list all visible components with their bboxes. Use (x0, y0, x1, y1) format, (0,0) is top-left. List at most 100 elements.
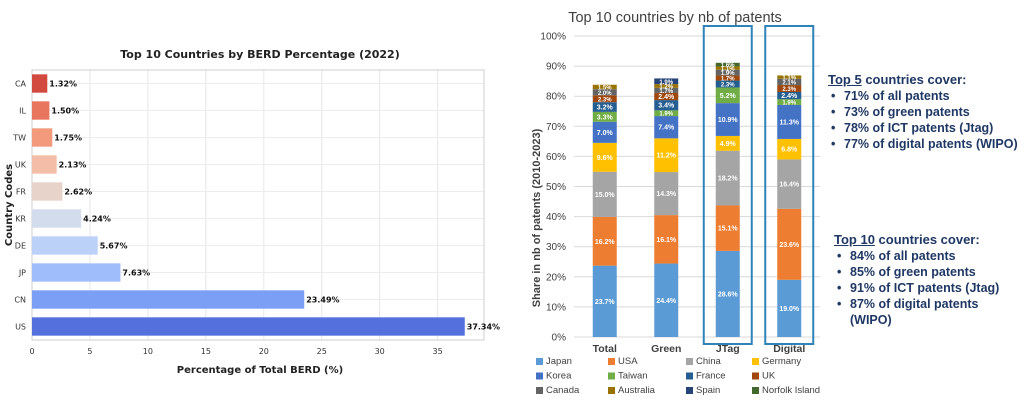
patents-data-labels: 23.7%16.2%15.0%9.6%7.0%3.3%3.2%2.3%2.0%1… (595, 63, 800, 313)
berd-bar (32, 74, 48, 93)
berd-category-label: IL (19, 107, 26, 116)
berd-category-label: US (15, 323, 26, 332)
patents-legend-swatch (536, 372, 543, 380)
patents-highlight-box (764, 25, 815, 345)
patents-data-label: 3.3% (597, 114, 614, 121)
patents-bars (592, 62, 802, 337)
top10-item: 87% of digital patents (WIPO) (834, 296, 1022, 328)
berd-x-tick-label: 15 (201, 347, 211, 356)
top5-header-prefix: Top 5 (828, 72, 862, 87)
patents-y-tick-label: 80% (546, 92, 566, 103)
patents-y-tick-label: 40% (546, 212, 566, 223)
patents-data-label: 1.1% (721, 67, 735, 73)
patents-legend-label: France (696, 371, 726, 382)
patents-bar-segment (777, 78, 802, 86)
patents-chart-title: Top 10 countries by nb of patents (568, 10, 782, 26)
patents-data-label: 2.4% (781, 93, 798, 100)
patents-legend-swatch (536, 358, 543, 365)
patents-data-label: 16.2% (595, 239, 616, 246)
berd-data-label: 1.32% (49, 80, 77, 89)
berd-category-label: TW (12, 134, 26, 143)
top10-header-prefix: Top 10 (834, 232, 875, 247)
berd-data-label: 1.75% (54, 134, 82, 143)
berd-category-label: KR (15, 215, 26, 224)
patents-legend-label: Japan (546, 356, 572, 367)
berd-category-label: CN (14, 296, 26, 305)
berd-data-label: 7.63% (122, 269, 150, 278)
patents-bar-segment (592, 265, 617, 337)
patents-y-tick-label: 70% (546, 122, 566, 133)
patents-legend-swatch (536, 387, 543, 394)
patents-bar-segment (592, 111, 617, 122)
patents-bar-segment (715, 62, 740, 67)
patents-data-label: 7.0% (597, 130, 614, 137)
patents-bar-segment (654, 138, 679, 173)
patents-legend-label: Taiwan (618, 371, 648, 382)
patents-category-label: Total (593, 343, 617, 355)
top5-item: 71% of all patents (828, 88, 1020, 104)
berd-category-labels: CA IL TW UK FR KR DE JP CN US (12, 80, 27, 332)
patents-legend-label: Australia (618, 385, 656, 396)
patents-data-label: 4.9% (720, 141, 737, 148)
berd-x-tick-label: 10 (143, 347, 153, 356)
patents-legend-label: UK (762, 371, 776, 382)
patents-y-axis-label: Share in nb of patents (2010-2023) (531, 128, 543, 307)
patents-bar-segment (715, 150, 740, 206)
patents-data-label: 11.3% (780, 119, 800, 126)
patents-data-label: 19.0% (779, 306, 800, 313)
patents-legend-swatch (686, 387, 693, 394)
berd-chart-title: Top 10 Countries by BERD Percentage (202… (120, 48, 400, 61)
patents-data-label: 1.7% (659, 89, 673, 95)
berd-plot-frame (31, 69, 485, 341)
berd-bar (32, 182, 63, 201)
patents-highlight-box (702, 25, 753, 345)
patents-data-label: 2.3% (782, 87, 796, 93)
patents-data-label: 18.2% (718, 176, 739, 183)
patents-bar-segment (715, 80, 740, 88)
patents-bar-segment (592, 171, 617, 217)
top10-item: 85% of green patents (834, 264, 1022, 280)
patents-legend-label: Germany (762, 356, 801, 367)
patents-bar-segment (715, 69, 740, 76)
berd-x-tick-label: 35 (433, 347, 443, 356)
berd-category-label: CA (15, 80, 27, 89)
patents-data-label: 23.6% (779, 242, 800, 249)
patents-y-tick-label: 50% (546, 182, 566, 193)
top5-list: 71% of all patents 73% of green patents … (828, 88, 1020, 152)
top5-header-rest: countries cover: (861, 72, 967, 87)
top10-note: Top 10 countries cover: 84% of all paten… (834, 232, 1022, 328)
patents-bar-segment (777, 159, 802, 209)
top5-item: 73% of green patents (828, 104, 1020, 120)
patents-bar-segment (777, 138, 802, 160)
patents-bar-segment (777, 208, 802, 280)
berd-category-label: DE (15, 242, 26, 251)
patents-data-label: 1.6% (721, 63, 735, 69)
berd-bar (32, 155, 57, 174)
berd-y-axis-label: Country Codes (4, 164, 15, 246)
patents-y-tick-labels: 0% 10% 20% 30% 40% 50% 60% 70% 80% 90% 100% (540, 32, 566, 344)
top10-item: 91% of ICT patents (Jtag) (834, 280, 1022, 296)
patents-legend-swatch (752, 372, 759, 380)
patents-data-label: 3.2% (597, 105, 614, 112)
top10-header-rest: countries cover: (874, 232, 980, 247)
patents-data-label: 1.9% (721, 71, 735, 77)
patents-data-label: 15.0% (595, 192, 616, 199)
patents-data-label: 1.1% (782, 76, 796, 82)
patents-bar-segment (654, 100, 679, 111)
patents-data-label: 7.4% (658, 125, 675, 132)
patents-stacked-bar-chart: Top 10 countries by nb of patents 0% 10% 2… (531, 10, 820, 396)
patents-bar-segment (777, 99, 802, 105)
patents-data-label: 2.4% (658, 94, 675, 101)
berd-category-label: JP (18, 269, 26, 278)
patents-legend-label: Korea (546, 371, 572, 382)
patents-bar-segment (715, 75, 740, 81)
patents-data-label: 11.2% (657, 153, 677, 160)
patents-legend-swatch (686, 372, 693, 380)
patents-data-label: 24.4% (656, 298, 677, 305)
patents-bar-segment (592, 102, 617, 112)
patents-category-label: JTag (716, 343, 740, 355)
patents-y-tick-label: 30% (546, 242, 566, 253)
top10-header: Top 10 countries cover: (834, 232, 1022, 248)
berd-bar-chart: Top 10 Countries by BERD Percentage (202… (4, 48, 500, 376)
berd-data-label: 2.13% (59, 161, 87, 170)
